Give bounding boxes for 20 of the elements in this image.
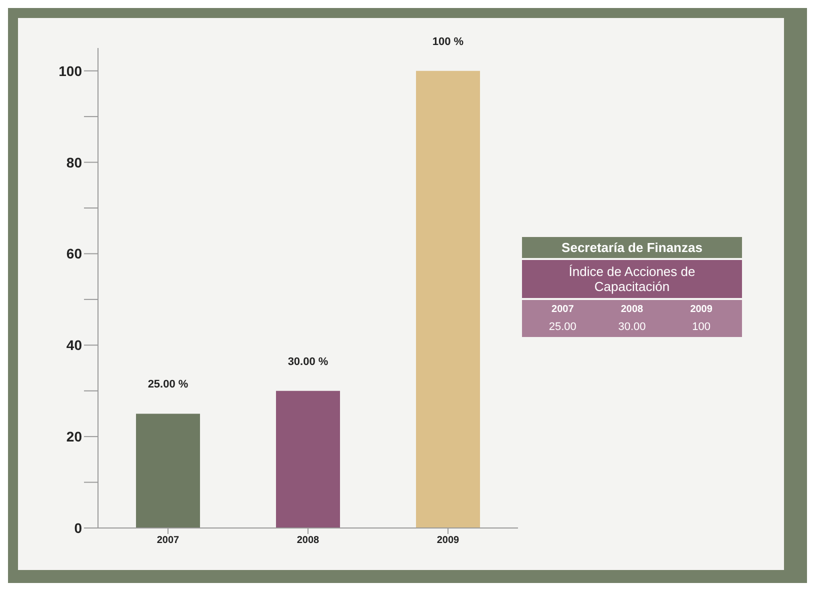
data-label: 30.00 %: [288, 356, 328, 368]
text: Índice de Acciones de Capacitación: [522, 260, 742, 298]
x-tick-label: 2007: [156, 535, 180, 546]
text: Secretaría de Finanzas: [522, 237, 742, 258]
category-label: 2009: [690, 304, 712, 315]
text: 30.00: [617, 321, 647, 333]
y-tick-label: 100: [58, 62, 82, 79]
x-tick-label: 2009: [436, 535, 460, 546]
y-tick-label: 0: [74, 520, 82, 536]
category-label: 2008: [620, 304, 644, 315]
data-label: 25.00 %: [148, 378, 188, 391]
y-tick-label: 80: [66, 154, 82, 170]
y-tick-label: 60: [66, 246, 82, 262]
category-label: 2007: [552, 304, 574, 315]
text: 25.00: [548, 321, 578, 333]
x-tick-label: 2008: [296, 535, 320, 546]
text: 100: [691, 321, 712, 333]
y-tick-label: 20: [66, 428, 82, 445]
data-label: 100 %: [432, 36, 464, 48]
y-tick-label: 40: [66, 337, 82, 354]
